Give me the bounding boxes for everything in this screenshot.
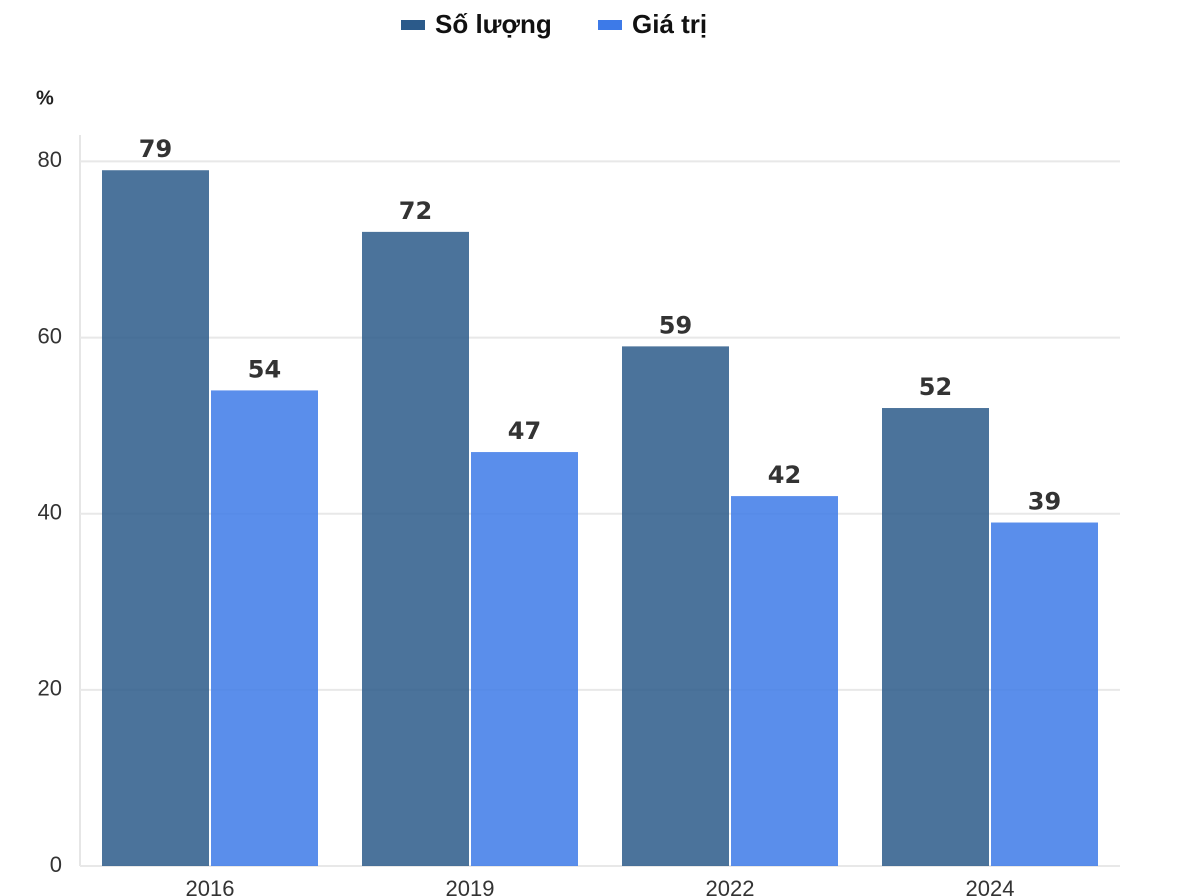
legend-label: Giá trị — [632, 9, 707, 39]
y-tick-label: 80 — [38, 147, 62, 172]
bar — [991, 522, 1098, 866]
y-tick-label: 0 — [50, 852, 62, 877]
legend-swatch — [598, 20, 622, 30]
bar — [102, 170, 209, 867]
legend-label: Số lượng — [435, 9, 552, 39]
bar — [622, 346, 729, 866]
value-label: 39 — [1028, 488, 1061, 516]
bar — [471, 452, 578, 866]
bar — [362, 231, 469, 866]
bar — [731, 496, 838, 866]
x-tick-label: 2016 — [186, 876, 235, 896]
value-label: 54 — [248, 355, 281, 383]
x-tick-label: 2022 — [706, 876, 755, 896]
value-label: 42 — [768, 461, 801, 489]
y-tick-label: 20 — [38, 676, 62, 701]
y-tick-label: 40 — [38, 500, 62, 525]
value-label: 72 — [399, 197, 432, 225]
value-label: 59 — [659, 311, 692, 339]
value-label: 79 — [139, 135, 172, 163]
x-tick-label: 2019 — [446, 876, 495, 896]
legend-swatch — [401, 20, 425, 30]
x-tick-label: 2024 — [966, 876, 1015, 896]
y-tick-label: 60 — [38, 323, 62, 348]
bar — [882, 408, 989, 866]
y-axis-label: % — [36, 87, 54, 109]
bar — [211, 390, 318, 866]
value-label: 52 — [919, 373, 952, 401]
value-label: 47 — [508, 417, 541, 445]
